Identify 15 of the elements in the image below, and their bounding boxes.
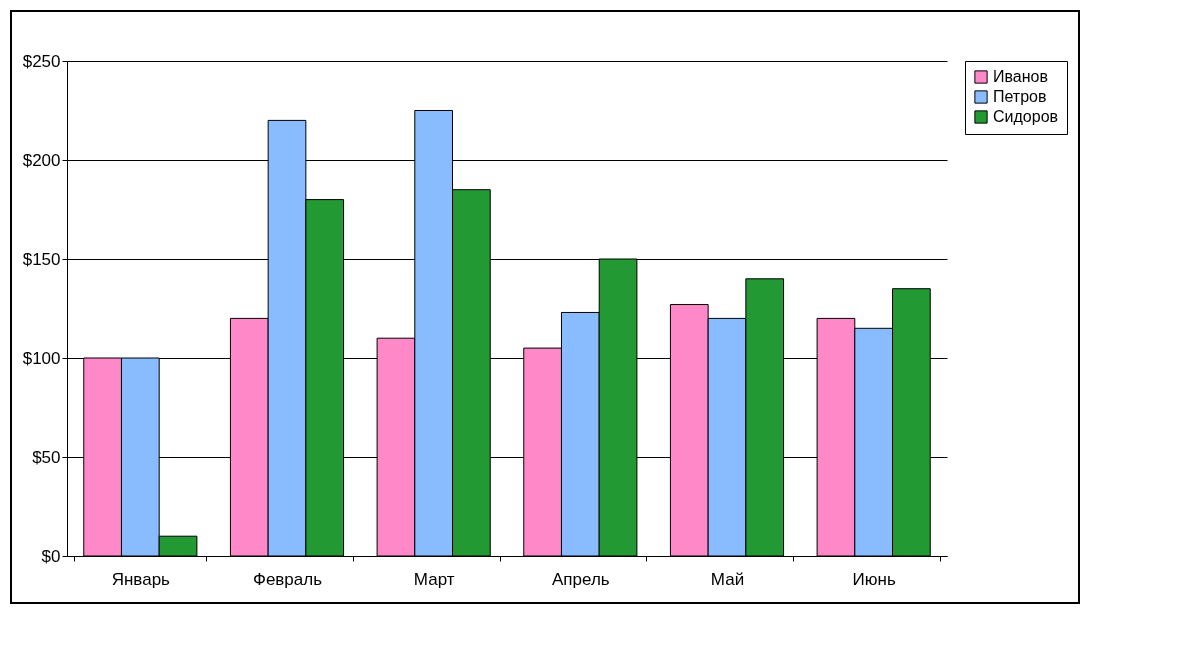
y-tick-label: $0 (41, 546, 61, 566)
y-tick-label: $50 (32, 447, 61, 467)
x-tick-label: Май (710, 569, 745, 589)
x-tick-label: Июнь (852, 569, 896, 589)
y-tick-label: $200 (22, 150, 61, 170)
legend-label: Сидоров (993, 108, 1059, 125)
legend-label: Иванов (993, 68, 1048, 85)
y-tick-label: $150 (22, 249, 61, 269)
legend-label: Петров (993, 88, 1047, 105)
x-tick-label: Февраль (252, 569, 323, 589)
x-tick-label: Январь (111, 569, 171, 589)
x-tick-label: Апрель (552, 569, 610, 589)
y-tick-label: $100 (22, 348, 61, 368)
x-tick-label: Март (413, 569, 455, 589)
y-tick-label: $250 (22, 51, 61, 71)
